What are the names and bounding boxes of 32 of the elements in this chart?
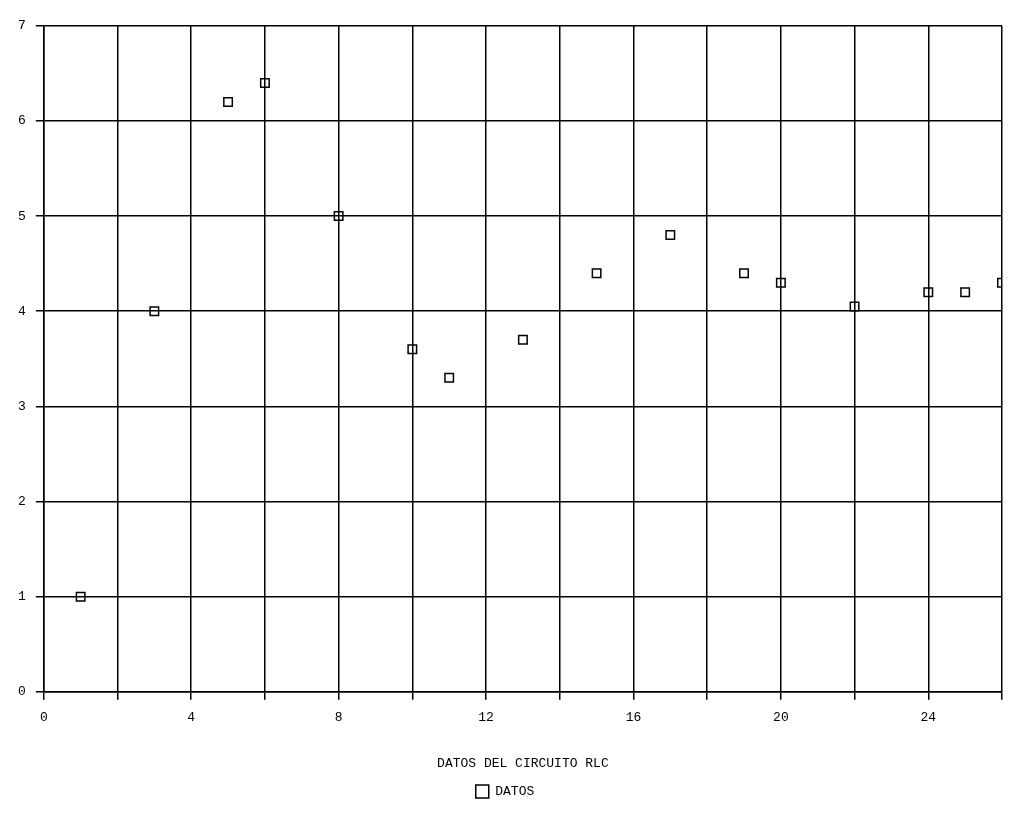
point <box>591 268 602 279</box>
x-tick-label: 20 <box>773 710 789 726</box>
y-tick-label: 5 <box>17 208 26 224</box>
legend-label: DATOS <box>495 783 535 799</box>
point <box>665 230 676 241</box>
point <box>333 211 344 222</box>
point <box>407 344 418 355</box>
x-tick-label: 4 <box>187 710 196 726</box>
point <box>149 306 160 317</box>
point <box>75 591 86 602</box>
point <box>223 96 234 107</box>
point <box>444 372 455 383</box>
x-tick-label: 12 <box>478 710 494 726</box>
y-tick-label: 2 <box>17 493 26 509</box>
y-tick-label: 3 <box>17 398 26 414</box>
x-tick-label: 8 <box>334 710 343 726</box>
point <box>259 77 270 88</box>
y-tick-label: 7 <box>17 18 26 34</box>
point <box>775 277 786 288</box>
point <box>960 287 971 298</box>
y-tick-label: 6 <box>17 113 26 129</box>
y-tick-label: 1 <box>17 589 26 605</box>
point <box>923 287 934 298</box>
y-tick-label: 0 <box>17 684 26 700</box>
point <box>517 334 528 345</box>
point <box>849 301 860 312</box>
x-tick-label: 0 <box>39 710 48 726</box>
x-axis-title: DATOS DEL CIRCUITO RLC <box>437 755 609 771</box>
x-tick-label: 16 <box>625 710 642 726</box>
point <box>739 268 750 279</box>
x-tick-label: 24 <box>920 710 937 726</box>
y-tick-label: 4 <box>17 303 26 319</box>
